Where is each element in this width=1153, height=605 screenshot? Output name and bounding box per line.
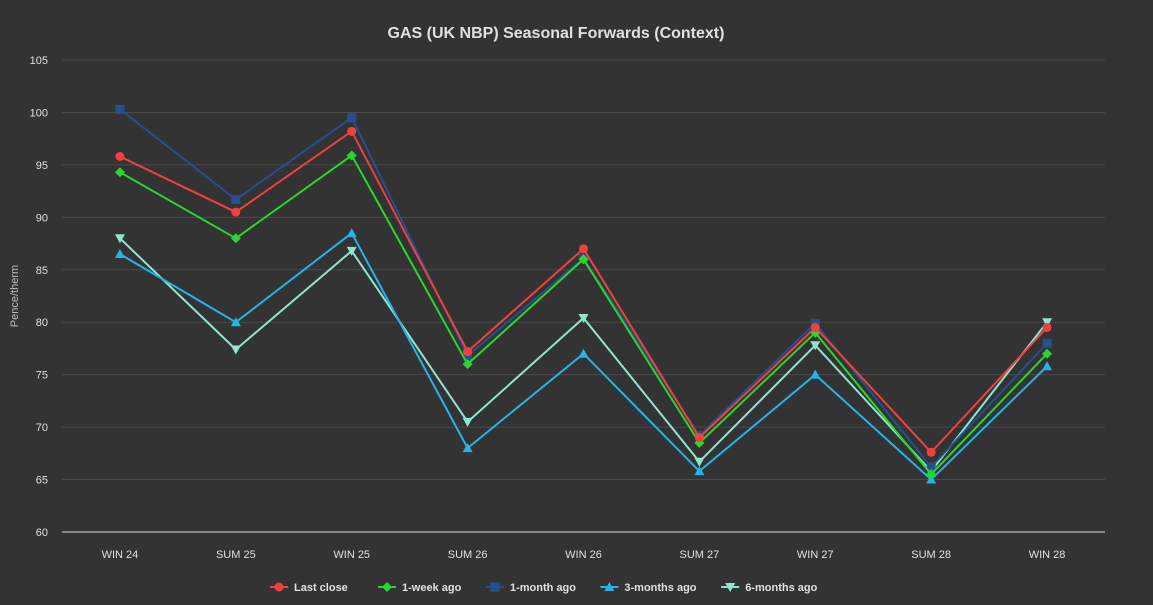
x-tick-label: WIN 24: [102, 549, 139, 561]
chart-title: GAS (UK NBP) Seasonal Forwards (Context): [388, 25, 725, 42]
series-line: [119, 108, 1048, 468]
data-point: [347, 113, 357, 123]
legend-marker: [382, 582, 392, 592]
data-point: [462, 417, 473, 427]
legend-label: 1-month ago: [510, 582, 576, 594]
y-tick-label: 65: [36, 475, 48, 487]
data-point: [462, 359, 473, 370]
y-tick-label: 80: [36, 317, 48, 329]
data-point: [1042, 338, 1052, 348]
x-tick-label: SUM 28: [911, 549, 951, 561]
legend-label: 1-week ago: [402, 582, 462, 594]
y-tick-label: 105: [30, 55, 48, 67]
data-point: [810, 369, 821, 379]
data-point: [578, 254, 589, 265]
data-point: [230, 345, 241, 355]
y-tick-label: 75: [36, 370, 48, 382]
y-tick-label: 85: [36, 265, 48, 277]
x-tick-label: SUM 27: [680, 549, 720, 561]
data-point: [346, 228, 357, 238]
series-layer: [114, 104, 1053, 484]
data-point: [1042, 348, 1053, 359]
y-tick-label: 100: [30, 107, 48, 119]
legend-item-last-close[interactable]: Last close: [270, 582, 348, 594]
data-point: [230, 233, 241, 244]
y-tick-label: 70: [36, 422, 48, 434]
data-point: [579, 244, 588, 254]
x-tick-label: WIN 26: [565, 549, 602, 561]
data-point: [230, 317, 241, 327]
data-point: [115, 104, 125, 114]
data-point: [346, 246, 357, 256]
data-point: [115, 151, 125, 161]
legend-label: Last close: [294, 582, 348, 594]
series-6-months-ago: [114, 234, 1053, 477]
legend: Last close 1-week ago 1-month ago 3-months …: [270, 582, 818, 594]
data-point: [231, 195, 241, 205]
legend-item-3-months-ago[interactable]: 3-months ago: [600, 582, 697, 594]
data-point: [114, 234, 125, 244]
y-tick-label: 60: [36, 527, 48, 539]
data-point: [462, 443, 473, 453]
legend-item-6-months-ago[interactable]: 6-months ago: [721, 582, 818, 594]
data-point: [578, 348, 589, 358]
data-point: [926, 469, 937, 480]
x-tick-label: WIN 27: [797, 549, 834, 561]
legend-marker: [274, 582, 284, 592]
x-tick-label: SUM 25: [216, 549, 256, 561]
data-point: [114, 249, 125, 259]
legend-label: 3-months ago: [624, 582, 696, 594]
series-last-close: [115, 126, 1052, 457]
legend-label: 6-months ago: [745, 582, 817, 594]
data-point: [1042, 318, 1053, 328]
data-point: [114, 167, 125, 178]
y-axis-label: Pence/therm: [9, 265, 21, 327]
x-tick-label: SUM 26: [448, 549, 488, 561]
data-point: [1042, 322, 1052, 332]
legend-marker: [490, 582, 500, 592]
series-line: [119, 130, 1048, 454]
data-point: [1042, 361, 1053, 371]
y-tick-label: 95: [36, 160, 48, 172]
legend-item-1-month-ago[interactable]: 1-month ago: [486, 582, 576, 594]
x-tick-label: WIN 25: [333, 549, 370, 561]
data-point: [694, 457, 705, 467]
x-axis-ticks: WIN 24 SUM 25 WIN 25 SUM 26 WIN 26 SUM 27 WIN …: [102, 549, 1066, 561]
data-point: [694, 433, 704, 443]
y-tick-label: 90: [36, 212, 48, 224]
x-tick-label: WIN 28: [1029, 549, 1066, 561]
data-point: [231, 207, 241, 217]
data-point: [694, 466, 705, 476]
y-axis-ticks: 60 65 70 75 80 85 90 95 100 105: [30, 55, 48, 539]
data-point: [347, 126, 357, 136]
data-point: [346, 150, 357, 161]
data-point: [578, 314, 589, 324]
series-1-month-ago: [115, 104, 1052, 472]
data-point: [810, 322, 820, 332]
data-point: [926, 447, 936, 457]
data-point: [463, 347, 473, 357]
legend-item-1-week-ago[interactable]: 1-week ago: [378, 582, 462, 594]
data-point: [926, 462, 936, 472]
series-3-months-ago: [114, 228, 1053, 484]
data-point: [810, 341, 821, 351]
legend-marker: [604, 582, 615, 591]
legend-marker: [725, 583, 736, 592]
